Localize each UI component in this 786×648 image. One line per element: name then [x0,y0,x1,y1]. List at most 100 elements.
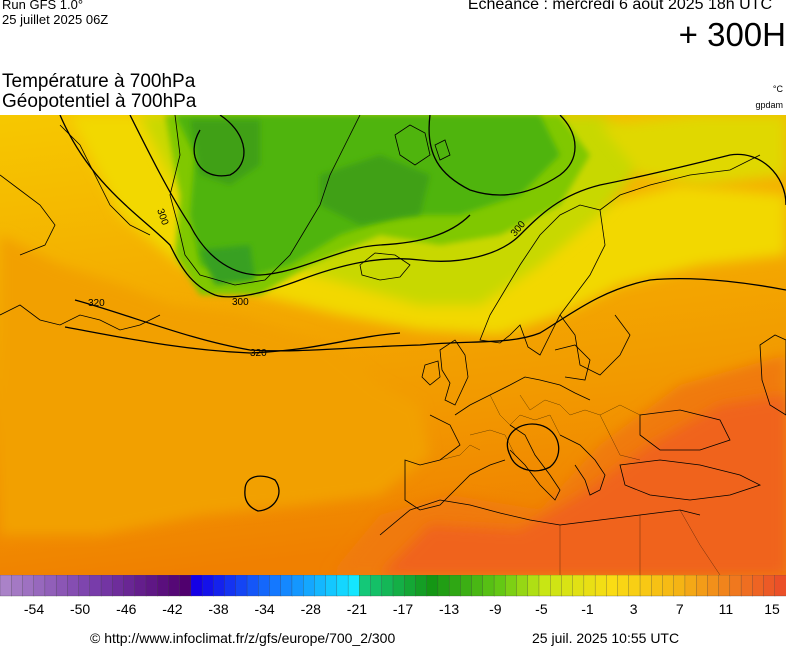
color-swatch [44,575,57,597]
color-swatch [651,575,664,597]
geopotential-contours [59,115,786,512]
color-scale-tick-label: -9 [489,601,502,617]
color-scale-tick-label: -38 [208,601,228,617]
color-scale-tick-label: -17 [393,601,413,617]
color-swatch [707,575,720,597]
color-scale-swatches [0,575,786,597]
unit-temperature: °C [772,84,783,94]
color-swatch [246,575,259,597]
borders [439,394,721,575]
color-swatch [11,575,24,597]
color-swatch [89,575,102,597]
color-swatch [729,575,742,597]
color-swatch [201,575,214,597]
color-swatch [347,575,360,597]
color-scale-tick-label: -13 [439,601,459,617]
color-swatch [392,575,405,597]
color-scale-tick-label: 15 [764,601,780,617]
color-swatch [505,575,518,597]
color-swatch [538,575,551,597]
map-title-temperature: Température à 700hPa [2,71,196,92]
color-swatch [224,575,237,597]
color-swatch [258,575,271,597]
model-run-label: Run GFS 1.0° [2,0,84,12]
color-swatch [774,575,786,597]
color-swatch [639,575,652,597]
color-scale-tick-label: -46 [116,601,136,617]
color-swatch [78,575,91,597]
color-swatch [550,575,563,597]
color-scale-tick-label: -28 [301,601,321,617]
color-scale: -54 -50 -46 -42 -38 -34 -28 -21 -17 -13 -9 -5 -1 3 7 11… [0,575,786,617]
color-swatch [370,575,383,597]
color-swatch [134,575,147,597]
color-scale-tick-label: -1 [581,601,594,617]
color-swatch [460,575,473,597]
color-swatch [763,575,776,597]
color-swatch [415,575,428,597]
temperature-field [0,115,786,575]
color-swatch [617,575,630,597]
color-swatch [482,575,495,597]
generation-date: 25 juil. 2025 10:55 UTC [532,630,680,646]
color-scale-tick-label: 3 [630,601,638,617]
unit-geopotential: gpdam [755,100,783,110]
color-scale-tick-label: -50 [70,601,90,617]
color-swatch [303,575,316,597]
color-swatch [516,575,529,597]
contour-label: 300 [232,297,249,308]
color-scale-tick-label: 7 [676,601,684,617]
color-scale-labels: -54 -50 -46 -42 -38 -34 -28 -21 -17 -13 -9 -5 -1 3 7 11… [24,601,780,617]
color-swatch [235,575,248,597]
color-swatch [493,575,506,597]
color-swatch [67,575,80,597]
color-swatch [594,575,607,597]
color-swatch [280,575,293,597]
color-scale-tick-label: -34 [254,601,274,617]
color-swatch [22,575,35,597]
color-swatch [696,575,709,597]
color-swatch [561,575,574,597]
weather-map: 300 300 300 320 320 [0,115,786,575]
contour-label: 320 [88,298,105,309]
color-swatch [213,575,226,597]
model-run-date: 25 juillet 2025 06Z [2,12,109,27]
color-swatch [168,575,181,597]
color-swatch [291,575,304,597]
color-swatch [572,575,585,597]
color-swatch [740,575,753,597]
color-swatch [752,575,765,597]
color-swatch [471,575,484,597]
color-swatch [123,575,136,597]
color-scale-tick-label: -5 [535,601,548,617]
color-swatch [0,575,12,597]
color-swatch [269,575,282,597]
color-swatch [583,575,596,597]
color-swatch [606,575,619,597]
color-swatch [628,575,641,597]
color-swatch [55,575,69,597]
contour-label: 320 [250,348,267,359]
color-scale-tick-label: -21 [347,601,367,617]
map-title-geopotential: Géopotentiel à 700hPa [2,91,197,112]
color-swatch [33,575,46,597]
color-scale-tick-label: 11 [719,601,734,617]
source-url: © http://www.infoclimat.fr/z/gfs/europe/… [90,630,396,646]
color-swatch [684,575,697,597]
color-swatch [359,575,372,597]
forecast-validity: Echéance : mercredi 6 aout 2025 18h UTC [467,0,772,13]
forecast-hour: + 300H [678,16,786,53]
color-swatch [325,575,338,597]
color-scale-tick-label: -54 [24,601,44,617]
color-swatch [190,575,203,597]
color-swatch [179,575,192,597]
color-swatch [426,575,439,597]
color-swatch [112,575,125,597]
color-swatch [437,575,450,597]
color-swatch [527,575,540,597]
color-swatch [336,575,349,597]
color-swatch [662,575,675,597]
color-swatch [100,575,113,597]
color-swatch [404,575,417,597]
color-swatch [381,575,394,597]
